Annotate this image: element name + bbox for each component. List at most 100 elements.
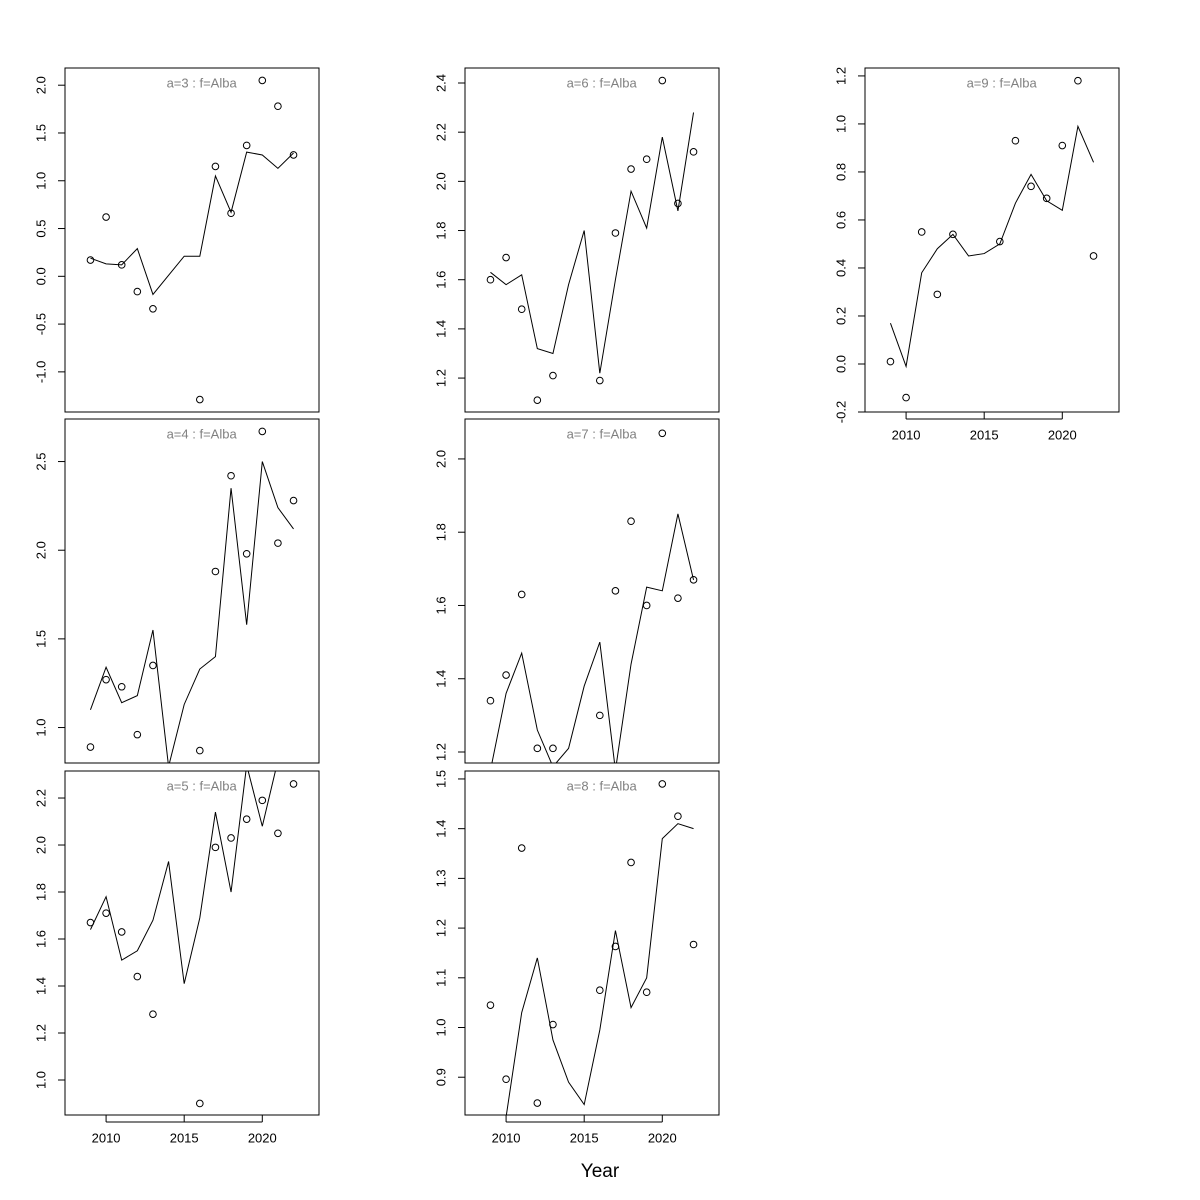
x-axis-label: Year xyxy=(581,1161,620,1182)
data-point xyxy=(533,396,542,404)
y-tick-label: 2.0 xyxy=(433,172,448,190)
data-point xyxy=(242,549,251,558)
data-point xyxy=(627,165,635,173)
y-tick-label: 0.0 xyxy=(33,267,48,285)
data-point xyxy=(274,102,282,111)
data-point xyxy=(886,357,895,366)
y-tick-label: -1.0 xyxy=(33,361,48,383)
data-point xyxy=(596,986,604,995)
x-tick-label: 2015 xyxy=(970,427,999,442)
data-point xyxy=(549,371,557,380)
panel: a=4 : f=Alba 1.0 1.5 2.0 2.5 xyxy=(33,418,320,764)
y-tick-label: 1.5 xyxy=(33,630,48,648)
y-tick-label: 2.0 xyxy=(33,541,48,559)
y-tick-label: 1.2 xyxy=(433,369,448,387)
plot-area xyxy=(886,76,1098,402)
data-point xyxy=(133,287,142,296)
data-point xyxy=(949,230,957,239)
y-tick-label: 1.5 xyxy=(433,770,448,788)
data-point xyxy=(149,1010,157,1018)
y-tick-label: 1.0 xyxy=(433,1018,448,1036)
y-tick-label: 2.2 xyxy=(33,789,48,807)
data-point xyxy=(149,661,157,670)
panel-frame xyxy=(64,418,320,764)
y-tick-label: 1.8 xyxy=(433,523,448,541)
data-point xyxy=(674,812,682,821)
data-point xyxy=(102,213,110,221)
data-point xyxy=(196,395,204,404)
data-point xyxy=(533,1099,542,1107)
data-point xyxy=(658,429,667,438)
plot-area xyxy=(86,76,298,404)
y-tick-label: 0.0 xyxy=(833,355,848,373)
y-tick-label: 2.2 xyxy=(433,123,448,141)
data-point xyxy=(86,743,95,751)
panel-label: a=8 : f=Alba xyxy=(567,778,638,793)
y-tick-label: 0.6 xyxy=(833,211,848,229)
data-point xyxy=(211,162,220,171)
panel-frame xyxy=(864,67,1120,413)
y-tick-label: 1.6 xyxy=(433,271,448,289)
data-point xyxy=(211,843,220,852)
panel-label: a=3 : f=Alba xyxy=(167,75,238,90)
plot-area xyxy=(86,771,298,1108)
data-point xyxy=(611,229,620,237)
data-point xyxy=(1027,182,1035,191)
y-tick-label: 2.0 xyxy=(33,836,48,854)
data-point xyxy=(1042,194,1051,203)
data-point xyxy=(486,696,495,705)
data-point xyxy=(1058,141,1067,150)
data-point xyxy=(517,305,526,314)
y-tick-label: 1.6 xyxy=(33,930,48,948)
data-point xyxy=(227,209,235,218)
data-point xyxy=(642,601,651,610)
y-tick-label: 1.0 xyxy=(33,172,48,190)
y-tick-label: 0.9 xyxy=(433,1068,448,1086)
fitted-line xyxy=(889,124,1094,369)
y-tick-label: 0.2 xyxy=(833,307,848,325)
x-tick-label: 2020 xyxy=(248,1130,277,1145)
data-point xyxy=(486,275,495,284)
data-point xyxy=(227,834,235,842)
data-point xyxy=(689,940,698,949)
data-point xyxy=(502,253,510,262)
data-point xyxy=(627,858,635,867)
data-point xyxy=(1089,252,1098,260)
panel-frame xyxy=(464,67,720,413)
y-tick-label: 1.4 xyxy=(433,320,448,338)
x-tick-label: 2020 xyxy=(1048,427,1077,442)
data-point xyxy=(689,148,698,156)
y-tick-label: 1.4 xyxy=(433,820,448,838)
y-tick-label: 0.5 xyxy=(33,219,48,237)
fitted-line xyxy=(490,112,695,374)
y-tick-label: 0.8 xyxy=(833,163,848,181)
x-tick-label: 2010 xyxy=(892,427,921,442)
data-point xyxy=(674,594,682,602)
y-tick-label: 1.0 xyxy=(833,115,848,133)
panel-frame xyxy=(464,770,720,1116)
fitted-line xyxy=(491,513,695,763)
y-tick-label: 1.5 xyxy=(33,124,48,142)
data-point xyxy=(258,427,267,436)
y-tick-label: -0.2 xyxy=(833,401,848,423)
data-point xyxy=(211,567,220,576)
data-point xyxy=(502,1075,510,1084)
data-point xyxy=(486,1001,495,1009)
y-tick-label: 1.3 xyxy=(433,869,448,887)
panel-label: a=4 : f=Alba xyxy=(167,426,238,441)
data-point xyxy=(933,290,942,299)
data-point xyxy=(133,972,142,981)
data-point xyxy=(996,237,1004,246)
data-point xyxy=(596,376,604,385)
panel: a=3 : f=Alba -1.0 -0.5 0.0 0.5 1.0 1.5 2.0 xyxy=(33,67,320,413)
plot-area xyxy=(486,76,698,404)
data-point xyxy=(102,675,110,684)
data-point xyxy=(1074,76,1082,85)
x-tick-label: 2010 xyxy=(92,1130,121,1145)
panel: a=9 : f=Alba -0.2 0.0 0.2 0.4 0.6 0.8 1.0 1.2 201… xyxy=(833,67,1120,442)
data-point xyxy=(117,928,126,936)
x-tick-label: 2015 xyxy=(570,1130,599,1145)
y-tick-label: 2.0 xyxy=(33,76,48,94)
data-point xyxy=(196,1099,204,1108)
data-point xyxy=(86,256,95,264)
